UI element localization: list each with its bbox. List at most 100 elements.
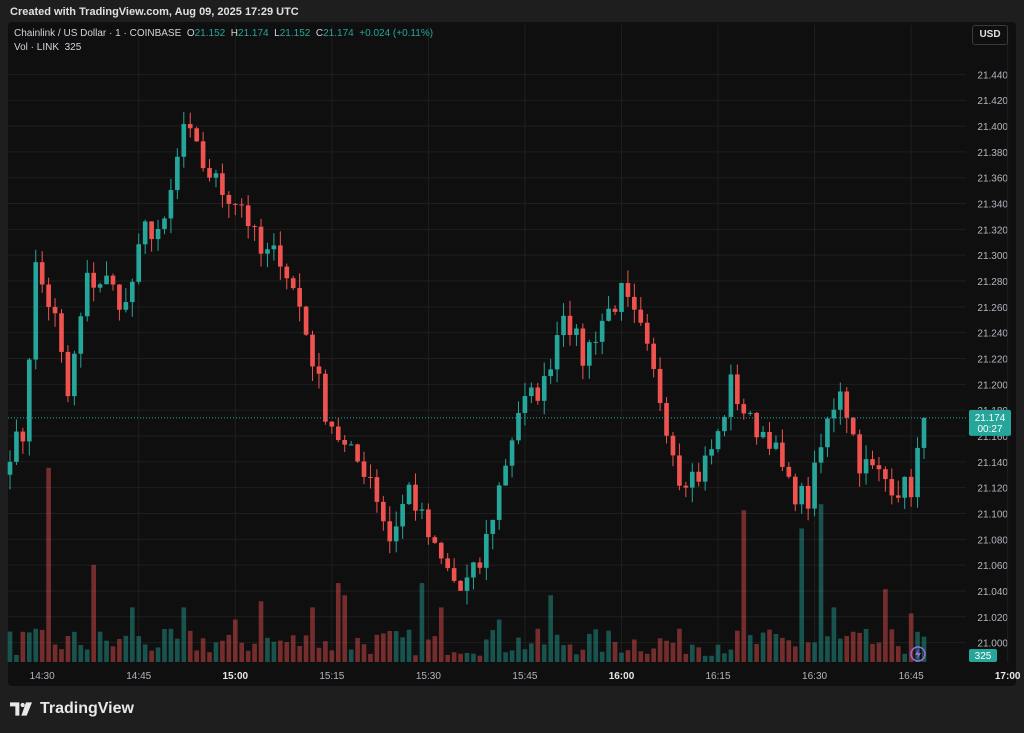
candle-body[interactable] xyxy=(335,426,341,441)
candle-body[interactable] xyxy=(303,306,309,335)
candle-body[interactable] xyxy=(522,396,528,413)
candle-body[interactable] xyxy=(310,334,315,367)
candle-body[interactable] xyxy=(767,431,772,449)
candle-body[interactable] xyxy=(554,335,560,370)
candle-body[interactable] xyxy=(271,245,277,250)
candle-body[interactable] xyxy=(220,173,225,195)
candle-body[interactable] xyxy=(419,509,425,511)
volume-label[interactable]: Vol · LINK xyxy=(14,42,60,53)
candle-body[interactable] xyxy=(612,308,618,312)
candle-body[interactable] xyxy=(805,485,811,509)
candle-body[interactable] xyxy=(496,485,502,520)
candle-body[interactable] xyxy=(735,374,740,405)
symbol-name[interactable]: Chainlink / US Dollar · 1 · COINBASE xyxy=(14,28,182,39)
candle-body[interactable] xyxy=(548,369,553,377)
candle-body[interactable] xyxy=(406,484,412,505)
candle-body[interactable] xyxy=(361,461,367,477)
candle-body[interactable] xyxy=(702,455,708,482)
candle-body[interactable] xyxy=(78,316,84,354)
candle-body[interactable] xyxy=(863,459,869,474)
candle-body[interactable] xyxy=(715,431,721,450)
candle-body[interactable] xyxy=(213,173,219,178)
candle-body[interactable] xyxy=(651,343,656,369)
candle-body[interactable] xyxy=(451,568,457,581)
candle-body[interactable] xyxy=(915,447,920,498)
candle-body[interactable] xyxy=(290,278,296,289)
candle-body[interactable] xyxy=(825,418,830,448)
candle-body[interactable] xyxy=(232,203,238,205)
candle-body[interactable] xyxy=(46,284,51,307)
candle-body[interactable] xyxy=(278,245,283,267)
candle-body[interactable] xyxy=(780,442,785,467)
lightning-icon[interactable] xyxy=(910,646,926,662)
candle-body[interactable] xyxy=(760,431,766,438)
candle-body[interactable] xyxy=(426,509,431,538)
candle-body[interactable] xyxy=(567,315,573,335)
candle-body[interactable] xyxy=(194,128,199,142)
candle-body[interactable] xyxy=(902,476,908,498)
candle-body[interactable] xyxy=(586,342,592,366)
candle-body[interactable] xyxy=(26,359,32,442)
candle-body[interactable] xyxy=(33,262,39,360)
candle-body[interactable] xyxy=(921,417,927,448)
candle-body[interactable] xyxy=(149,221,154,240)
candle-body[interactable] xyxy=(20,431,26,442)
candle-body[interactable] xyxy=(348,444,354,446)
candle-body[interactable] xyxy=(162,218,167,230)
candle-body[interactable] xyxy=(438,542,444,559)
candle-body[interactable] xyxy=(355,444,360,462)
candle-body[interactable] xyxy=(374,477,380,502)
candle-body[interactable] xyxy=(142,221,148,245)
candle-body[interactable] xyxy=(297,288,302,307)
candle-body[interactable] xyxy=(490,519,496,534)
candle-body[interactable] xyxy=(844,391,850,418)
candle-body[interactable] xyxy=(741,404,747,414)
candle-body[interactable] xyxy=(619,283,624,312)
candle-body[interactable] xyxy=(541,376,547,401)
candle-body[interactable] xyxy=(136,244,142,282)
candle-body[interactable] xyxy=(516,412,521,441)
candle-body[interactable] xyxy=(187,124,193,129)
candle-body[interactable] xyxy=(65,351,71,397)
candle-body[interactable] xyxy=(226,194,232,204)
price-badge[interactable] xyxy=(969,409,1011,436)
candle-body[interactable] xyxy=(728,374,734,417)
candle-body[interactable] xyxy=(110,275,116,285)
candle-body[interactable] xyxy=(535,387,541,401)
candle-body[interactable] xyxy=(117,284,122,310)
candle-body[interactable] xyxy=(657,368,663,404)
candle-body[interactable] xyxy=(368,476,373,478)
candle-body[interactable] xyxy=(857,434,862,474)
candle-body[interactable] xyxy=(14,431,19,462)
candle-body[interactable] xyxy=(245,205,251,227)
candle-body[interactable] xyxy=(683,485,689,488)
candle-body[interactable] xyxy=(91,272,96,288)
candle-body[interactable] xyxy=(883,469,888,480)
candle-body[interactable] xyxy=(52,306,58,314)
candle-body[interactable] xyxy=(175,156,180,191)
candle-body[interactable] xyxy=(889,479,895,496)
candle-body[interactable] xyxy=(908,476,914,498)
candle-body[interactable] xyxy=(754,412,759,438)
candle-body[interactable] xyxy=(168,190,174,219)
candle-body[interactable] xyxy=(689,471,695,488)
candle-body[interactable] xyxy=(799,485,805,505)
candle-body[interactable] xyxy=(413,484,418,511)
candle-body[interactable] xyxy=(850,417,856,435)
candle-body[interactable] xyxy=(625,283,631,297)
candle-body[interactable] xyxy=(464,577,470,591)
candle-body[interactable] xyxy=(606,308,611,321)
candle-body[interactable] xyxy=(445,558,451,569)
candle-body[interactable] xyxy=(677,455,682,486)
candle-body[interactable] xyxy=(812,462,817,509)
candle-body[interactable] xyxy=(773,442,779,449)
currency-button[interactable]: USD xyxy=(972,25,1008,45)
candle-body[interactable] xyxy=(284,266,290,279)
candle-body[interactable] xyxy=(97,284,103,288)
candle-body[interactable] xyxy=(670,435,676,456)
candle-body[interactable] xyxy=(529,387,534,397)
candle-body[interactable] xyxy=(574,328,579,335)
candle-body[interactable] xyxy=(792,476,798,505)
candle-body[interactable] xyxy=(329,421,335,427)
candle-body[interactable] xyxy=(561,315,566,336)
